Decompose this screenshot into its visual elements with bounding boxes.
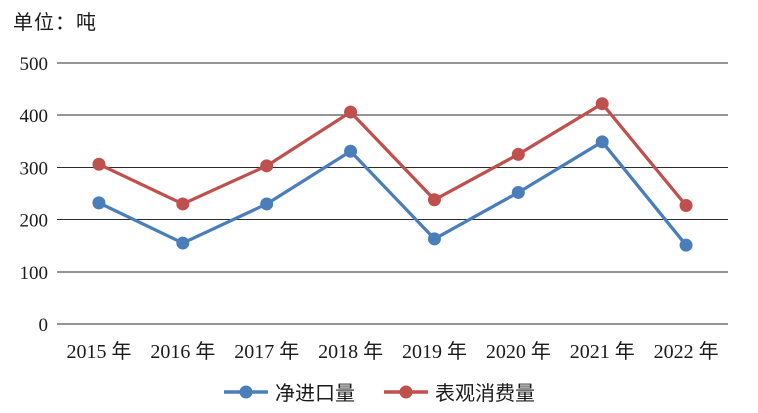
y-axis-tick-label: 0 bbox=[39, 315, 49, 336]
data-point bbox=[511, 185, 525, 199]
y-axis-tick-label: 100 bbox=[20, 263, 49, 284]
data-point bbox=[427, 193, 441, 207]
data-point bbox=[679, 238, 693, 252]
x-axis-label: 2020 年 bbox=[486, 340, 551, 363]
y-axis-tick-label: 200 bbox=[20, 211, 49, 232]
data-point bbox=[176, 236, 190, 250]
data-point bbox=[176, 197, 190, 211]
series-line-0 bbox=[97, 140, 688, 247]
data-point bbox=[260, 159, 274, 173]
series-line-1 bbox=[97, 102, 688, 208]
x-axis-label: 2019 年 bbox=[402, 340, 467, 363]
data-point bbox=[260, 197, 274, 211]
legend-label: 净进口量 bbox=[275, 383, 355, 405]
y-axis-tick-label: 300 bbox=[20, 158, 49, 179]
unit-label: 单位：吨 bbox=[13, 12, 97, 34]
plot-area: 0 100 200 300 400 500 2015 年 2016 年 2017 年 2018 年… bbox=[20, 54, 728, 363]
y-axis-tick-label: 400 bbox=[20, 106, 49, 127]
data-point bbox=[344, 144, 358, 158]
legend-item: 净进口量 bbox=[223, 377, 355, 406]
x-axis-label: 2016 年 bbox=[150, 340, 215, 363]
data-point bbox=[595, 135, 609, 149]
data-point bbox=[595, 97, 609, 111]
x-axis-label: 2021 年 bbox=[570, 340, 635, 363]
legend-label: 表观消费量 bbox=[435, 383, 535, 405]
x-axis-label: 2022 年 bbox=[654, 340, 719, 363]
legend-marker-icon bbox=[384, 385, 428, 398]
data-point bbox=[344, 105, 358, 119]
data-point bbox=[679, 199, 693, 213]
data-point bbox=[427, 232, 441, 246]
data-point bbox=[92, 196, 106, 210]
legend-item: 表观消费量 bbox=[383, 377, 535, 406]
legend-marker-icon bbox=[224, 385, 268, 398]
x-axis-label: 2018 年 bbox=[318, 340, 383, 363]
data-point bbox=[511, 147, 525, 161]
x-axis-label: 2015 年 bbox=[66, 340, 131, 363]
data-point bbox=[92, 157, 106, 171]
x-axis-label: 2017 年 bbox=[234, 340, 299, 363]
legend: 净进口量 表观消费量 bbox=[0, 377, 758, 406]
y-axis-tick-label: 500 bbox=[20, 54, 49, 75]
